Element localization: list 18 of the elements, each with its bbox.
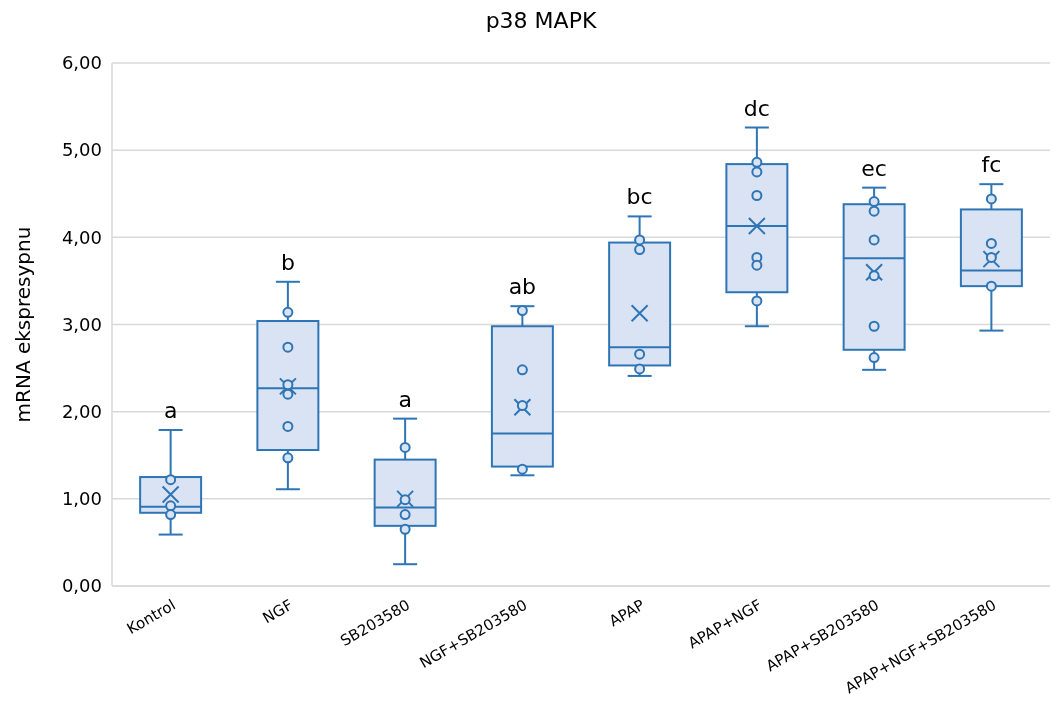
chart-title: p38 MAPK: [485, 8, 597, 33]
annotation: dc: [743, 95, 770, 121]
annotation: ec: [861, 155, 887, 181]
x-tick-label: NGF: [259, 595, 296, 628]
y-tick-label: 4,00: [61, 226, 102, 248]
y-tick-label: 2,00: [61, 400, 102, 422]
annotation: fc: [981, 152, 1002, 178]
annotation: b: [280, 249, 295, 275]
y-axis-title: mRNA ekspresypnu: [11, 226, 35, 423]
y-tick-label: 6,00: [61, 52, 102, 74]
annotation: ab: [508, 274, 537, 300]
y-tick-label: 3,00: [61, 313, 102, 335]
y-tick-label: 1,00: [61, 488, 102, 510]
y-tick-label: 0,00: [61, 575, 102, 597]
annotation: bc: [626, 184, 653, 210]
annotation: a: [163, 397, 178, 423]
y-tick-label: 5,00: [61, 139, 102, 161]
annotation: a: [398, 386, 412, 412]
